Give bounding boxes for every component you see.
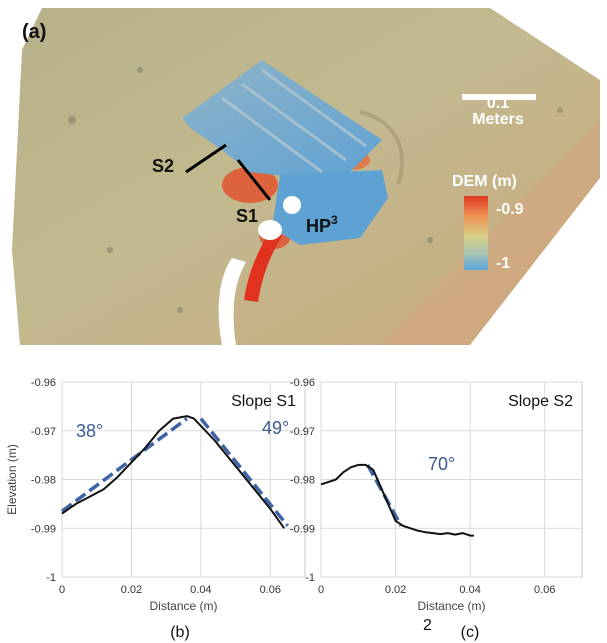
footprint-arc [359, 110, 404, 185]
angle-label: 49° [262, 418, 289, 438]
rock [427, 237, 433, 243]
tether-trail [244, 230, 282, 302]
profile-line-s2 [185, 143, 227, 174]
trench-ridge-2 [241, 82, 347, 162]
chart-title: Slope S1 [231, 393, 296, 410]
angle-label: 38° [76, 421, 103, 441]
label-s2: S2 [152, 156, 174, 176]
label-hp-sup: 3 [331, 213, 338, 227]
y-axis-title: Elevation (m) [5, 444, 19, 515]
elevation-profile-line [320, 463, 474, 537]
elevation-profile-line [61, 415, 286, 529]
rock [68, 116, 76, 124]
data-gap-tail [218, 258, 246, 345]
colorbar [464, 196, 488, 270]
caption-c: (c) [461, 624, 480, 641]
fit-line [199, 417, 290, 527]
y-tick-label: -0.96 [290, 377, 315, 389]
colorbar-min: -1 [496, 255, 510, 272]
x-tick-label: 0 [318, 584, 324, 596]
label-s1: S1 [236, 206, 258, 226]
x-tick-label: 0 [59, 584, 65, 596]
trench-ridge-3 [261, 68, 367, 148]
profile-line-s1 [236, 159, 272, 201]
label-hp: HP3 [306, 213, 338, 236]
rock [137, 67, 143, 73]
caption-b: (b) [170, 624, 190, 641]
y-tick-label: -0.99 [290, 523, 315, 535]
angle-label: 70° [428, 454, 455, 474]
rock [177, 307, 183, 313]
rock [557, 107, 563, 113]
terrain-band [380, 120, 600, 345]
panel-a-label: (a) [22, 21, 46, 43]
y-tick-label: -0.97 [31, 426, 56, 438]
chart-title: Slope S2 [508, 393, 573, 410]
trench-ridge-1 [221, 96, 323, 174]
y-tick-label: -0.96 [31, 377, 56, 389]
caption-fragment: 2 [423, 617, 432, 634]
dem-map: (a) S2 S1 HP3 0.1 Meters DEM (m) -0.9 -1 [12, 8, 600, 345]
y-tick-label: -1 [46, 572, 56, 584]
data-gap-1 [258, 220, 282, 240]
colorbar-title: DEM (m) [452, 173, 517, 190]
y-tick-label: -1 [305, 572, 315, 584]
x-tick-label: 0.04 [190, 584, 211, 596]
y-tick-label: -0.99 [31, 523, 56, 535]
label-hp-main: HP [306, 216, 331, 236]
rock [107, 247, 113, 253]
x-tick-label: 0.06 [534, 584, 555, 596]
x-axis-title: Distance (m) [417, 599, 485, 613]
colorbar-max: -0.9 [496, 201, 524, 218]
x-tick-label: 0.04 [459, 584, 480, 596]
y-tick-label: -0.97 [290, 426, 315, 438]
x-axis-title: Distance (m) [149, 599, 217, 613]
x-tick-label: 0.02 [385, 584, 406, 596]
trench [182, 60, 382, 176]
scale-unit: Meters [472, 111, 524, 128]
data-gap-2 [283, 196, 301, 214]
x-tick-label: 0.02 [121, 584, 142, 596]
chart-slope-s1: -0.96 -0.97 -0.98 -0.99 -10 0.02 0.04 0.06 Dista… [5, 377, 306, 613]
fit-line [60, 417, 189, 513]
x-tick-label: 0.06 [260, 584, 281, 596]
trench-lower [272, 170, 388, 245]
chart-slope-s2: -0.96 -0.97 -0.98 -0.99 -10 0.02 0.04 0.06 Dista… [290, 377, 583, 613]
y-tick-label: -0.98 [290, 475, 315, 487]
scale-bar [462, 94, 536, 100]
y-tick-label: -0.98 [31, 475, 56, 487]
